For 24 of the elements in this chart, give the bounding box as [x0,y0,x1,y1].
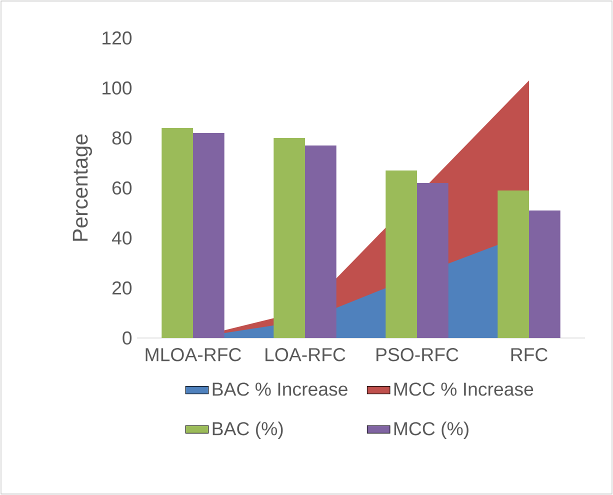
y-tick-label: 0 [122,331,132,345]
x-tick-label: PSO-RFC [376,348,458,362]
bar [305,145,336,338]
x-tick-label: RFC [511,348,548,362]
legend-label: BAC % Increase [212,382,348,396]
legend-label: MCC % Increase [394,382,534,396]
y-tick-label: 40 [112,231,132,245]
y-tick-label: 60 [112,181,132,195]
bar [498,190,529,338]
bar [529,210,560,338]
bar [193,132,224,338]
y-axis-title: Percentage [72,134,92,241]
y-tick-label: 120 [102,31,132,45]
legend-label: MCC (%) [394,422,468,440]
bar [274,138,305,338]
bar [162,128,194,338]
bar [417,182,448,338]
y-tick-label: 100 [102,81,132,95]
y-tick-label: 80 [112,131,132,145]
x-tick-label: MLOA-RFC [146,348,242,362]
bar [386,170,417,338]
y-tick-label: 20 [112,281,132,295]
x-tick-label: LOA-RFC [266,348,346,362]
legend-label: BAC (%) [212,422,283,440]
